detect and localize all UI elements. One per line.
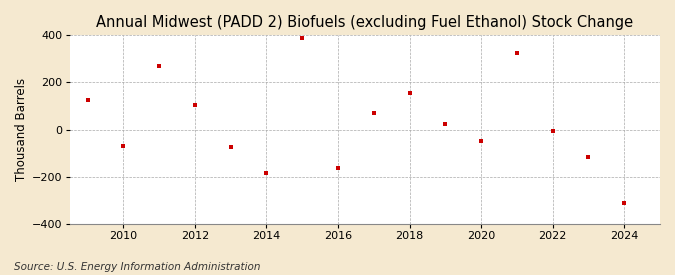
Point — [333, 166, 344, 171]
Point — [583, 155, 594, 159]
Point — [261, 171, 272, 175]
Point — [476, 139, 487, 144]
Text: Source: U.S. Energy Information Administration: Source: U.S. Energy Information Administ… — [14, 262, 260, 272]
Point — [82, 98, 93, 102]
Point — [369, 111, 379, 115]
Point — [190, 103, 200, 107]
Point — [547, 128, 558, 133]
Point — [512, 51, 522, 55]
Point — [404, 91, 415, 95]
Y-axis label: Thousand Barrels: Thousand Barrels — [15, 78, 28, 181]
Point — [619, 200, 630, 205]
Point — [118, 144, 129, 148]
Point — [440, 122, 451, 126]
Point — [225, 145, 236, 149]
Title: Annual Midwest (PADD 2) Biofuels (excluding Fuel Ethanol) Stock Change: Annual Midwest (PADD 2) Biofuels (exclud… — [97, 15, 633, 30]
Point — [154, 64, 165, 68]
Point — [297, 35, 308, 40]
